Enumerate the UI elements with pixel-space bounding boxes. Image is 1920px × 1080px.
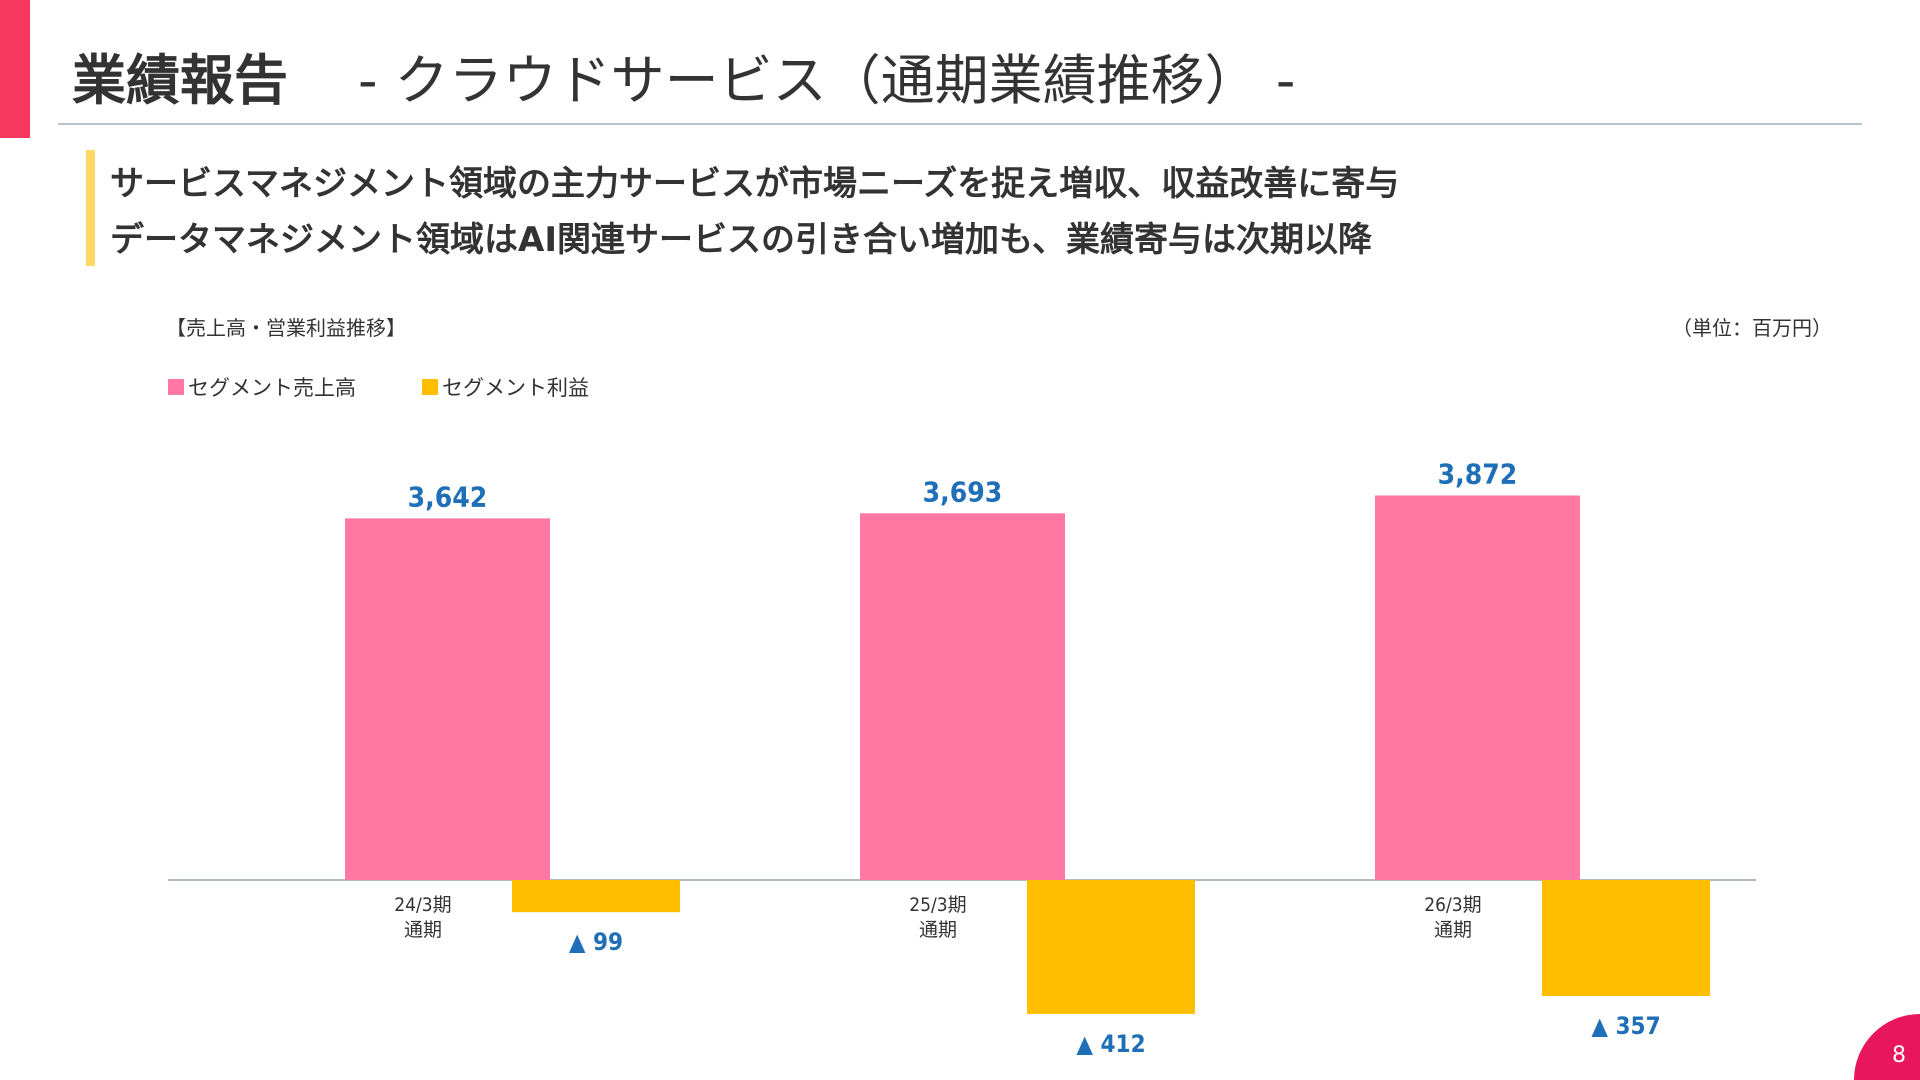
bar-profit (1027, 880, 1195, 1014)
page-number: 8 (1892, 1043, 1906, 1068)
legend-swatch-profit (422, 379, 438, 395)
bar-sales (1375, 495, 1580, 880)
bar-profit (512, 880, 680, 913)
bar-profit (1542, 880, 1710, 997)
data-label-profit: ▲ 412 (1076, 1030, 1145, 1058)
data-label-sales: 3,693 (923, 475, 1003, 508)
x-tick-sublabel: 通期 (1434, 919, 1472, 941)
data-label-sales: 3,872 (1438, 458, 1518, 491)
headline-1: サービスマネジメント領域の主力サービスが市場ニーズを捉え増収、収益改善に寄与 (110, 164, 1400, 204)
x-tick-label: 24/3期 (394, 894, 451, 916)
title-divider (58, 123, 1862, 125)
bar-sales (345, 518, 550, 880)
data-label-profit: ▲ 357 (1591, 1012, 1660, 1040)
accent-bar (0, 0, 30, 138)
chart-legend: セグメント売上高 セグメント利益 (168, 372, 655, 402)
legend-swatch-sales (168, 379, 184, 395)
legend-item-sales: セグメント売上高 (168, 372, 356, 402)
page-title: 業績報告 - クラウドサービス（通期業績推移） - (72, 36, 1295, 115)
legend-label-sales: セグメント売上高 (188, 376, 356, 400)
unit-label: （単位：百万円） (1672, 316, 1832, 340)
chart-title: 【売上高・営業利益推移】 (166, 316, 406, 340)
headline-2: データマネジメント領域はAI関連サービスの引き合い増加も、業績寄与は次期以降 (110, 220, 1372, 260)
data-label-profit: ▲ 99 (569, 928, 623, 956)
title-subtitle: - クラウドサービス（通期業績推移） - (358, 49, 1296, 112)
x-tick-sublabel: 通期 (919, 919, 957, 941)
x-tick-sublabel: 通期 (404, 919, 442, 941)
legend-item-profit: セグメント利益 (422, 372, 589, 402)
bar-sales (860, 513, 1065, 880)
data-label-sales: 3,642 (408, 480, 488, 513)
legend-label-profit: セグメント利益 (442, 376, 589, 400)
headline-highlight-bar (86, 150, 95, 266)
title-main: 業績報告 (72, 49, 288, 112)
x-tick-label: 26/3期 (1424, 894, 1481, 916)
x-tick-label: 25/3期 (909, 894, 966, 916)
